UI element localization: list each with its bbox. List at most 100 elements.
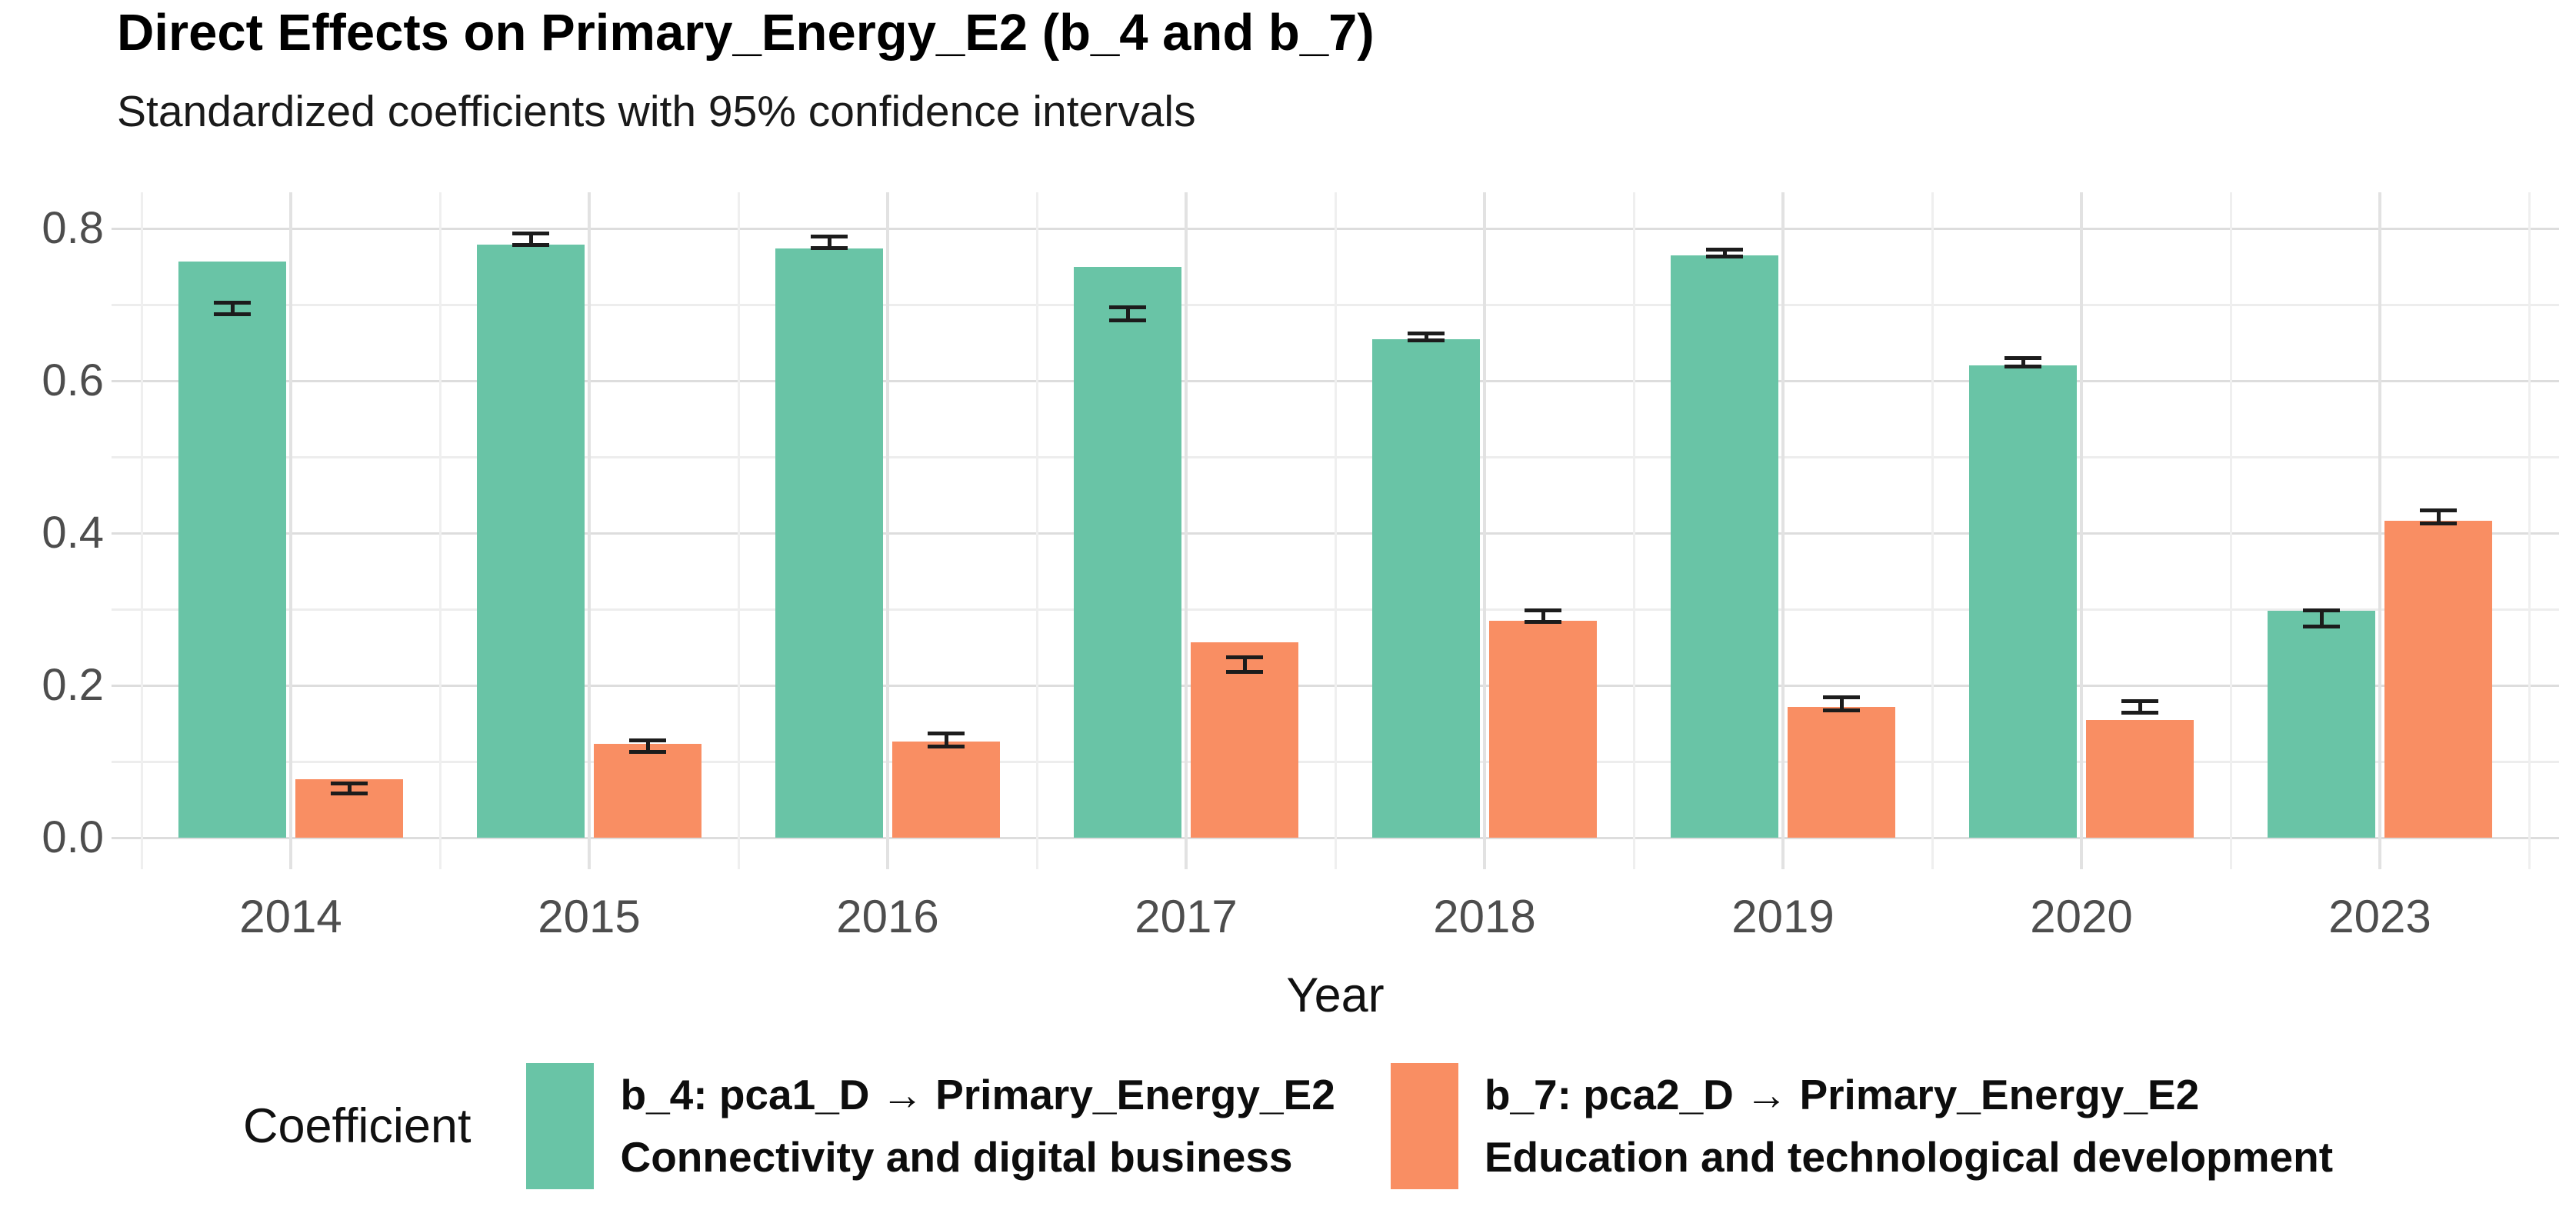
bar-b4-2015 (477, 244, 585, 838)
bar-b7-2018 (1489, 620, 1597, 838)
x-tick-label: 2014 (239, 891, 342, 942)
errorbar-b4-2018-cap-low (1408, 338, 1445, 342)
legend-label-b7: b_7: pca2_D → Primary_Energy_E2 Educatio… (1485, 1064, 2333, 1189)
errorbar-b7-2017-cap-high (1226, 655, 1263, 660)
legend-label-b4-line2: Connectivity and digital business (620, 1133, 1293, 1181)
errorbar-b7-2014-stem (347, 782, 352, 795)
errorbar-b7-2023-stem (2436, 509, 2441, 525)
gridline-vertical-major (2378, 192, 2381, 869)
errorbar-b7-2020-cap-high (2121, 698, 2158, 703)
errorbar-b7-2019-cap-high (1823, 695, 1860, 699)
errorbar-b7-2019-stem (1839, 695, 1844, 712)
bar-b4-2023 (2268, 610, 2375, 838)
errorbar-b7-2018-cap-low (1525, 619, 1561, 624)
gridline-vertical-major (1781, 192, 1785, 869)
errorbar-b7-2018-cap-high (1525, 608, 1561, 612)
bar-b7-2019 (1788, 706, 1895, 838)
errorbar-b4-2014-cap-low (214, 312, 251, 316)
chart-subtitle: Standardized coefficients with 95% confi… (117, 87, 1196, 136)
errorbar-b4-2015-cap-high (512, 231, 549, 235)
legend-swatch-b7-icon (1390, 1063, 1458, 1189)
errorbar-b4-2016-cap-low (811, 245, 848, 250)
errorbar-b7-2016-stem (944, 732, 948, 748)
errorbar-b7-2015-cap-high (629, 738, 666, 743)
y-tick-label: 0.2 (42, 660, 104, 710)
gridline-vertical-minor (1931, 192, 1934, 869)
errorbar-b7-2020-stem (2138, 699, 2142, 714)
errorbar-b7-2014-cap-low (331, 791, 368, 795)
errorbar-b7-2020-cap-low (2121, 710, 2158, 715)
gridline-vertical-minor (2230, 192, 2232, 869)
gridline-vertical-minor (141, 192, 143, 869)
bar-b7-2023 (2384, 521, 2492, 838)
bar-b4-2019 (1671, 255, 1778, 838)
y-tick-label: 0.0 (42, 812, 104, 862)
legend-item-b4: b_4: pca1_D → Primary_Energy_E2 Connecti… (526, 1063, 1335, 1189)
x-tick-label: 2017 (1135, 891, 1238, 942)
errorbar-b4-2023-cap-high (2303, 608, 2340, 612)
errorbar-b7-2017-stem (1242, 656, 1247, 674)
y-tick-label: 0.8 (42, 203, 104, 253)
x-tick-label: 2015 (538, 891, 641, 942)
legend-label-b4-line1: b_4: pca1_D → Primary_Energy_E2 (620, 1070, 1335, 1118)
errorbar-b4-2015-stem (528, 232, 533, 246)
legend-swatch-b4-icon (526, 1063, 595, 1189)
errorbar-b4-2023-stem (2319, 609, 2324, 628)
errorbar-b4-2017-stem (1125, 305, 1130, 322)
errorbar-b7-2023-cap-high (2420, 508, 2457, 513)
bar-b4-2020 (1969, 365, 2077, 838)
errorbar-b4-2019-cap-low (1706, 254, 1743, 258)
errorbar-b4-2018-stem (1424, 332, 1428, 342)
errorbar-b4-2015-cap-low (512, 242, 549, 247)
errorbar-b4-2019-stem (1722, 248, 1727, 258)
errorbar-b4-2020-cap-low (2004, 365, 2041, 369)
errorbar-b7-2023-cap-low (2420, 522, 2457, 526)
errorbar-b7-2016-cap-high (928, 732, 965, 736)
bar-b7-2017 (1191, 642, 1298, 838)
errorbar-b7-2015-cap-low (629, 750, 666, 755)
errorbar-b4-2017-cap-low (1109, 318, 1146, 322)
bar-b4-2017 (1074, 266, 1181, 838)
x-tick-label: 2016 (836, 891, 939, 942)
x-tick-label: 2020 (2030, 891, 2133, 942)
bar-b7-2016 (892, 742, 1000, 838)
x-tick-label: 2023 (2328, 891, 2431, 942)
errorbar-b7-2016-cap-low (928, 745, 965, 749)
gridline-vertical-major (2080, 192, 2083, 869)
legend-label-b7-line1: b_7: pca2_D → Primary_Energy_E2 (1484, 1070, 2200, 1118)
bar-b7-2015 (594, 744, 701, 838)
y-tick-label: 0.4 (42, 508, 104, 558)
x-axis-title: Year (1286, 968, 1385, 1022)
errorbar-b4-2018-cap-high (1408, 331, 1445, 335)
chart-title: Direct Effects on Primary_Energy_E2 (b_4… (117, 4, 1375, 62)
legend-label-b4: b_4: pca1_D → Primary_Energy_E2 Connecti… (620, 1064, 1335, 1189)
bar-b4-2014 (178, 261, 286, 838)
gridline-vertical-minor (738, 192, 740, 869)
gridline-vertical-major (289, 192, 292, 869)
gridline-vertical-major (1185, 192, 1188, 869)
errorbar-b4-2014-stem (230, 302, 235, 315)
gridline-vertical-minor (1335, 192, 1337, 869)
errorbar-b4-2019-cap-high (1706, 247, 1743, 252)
plot-panel (112, 192, 2559, 869)
bar-b4-2018 (1372, 338, 1480, 838)
errorbar-b4-2017-cap-high (1109, 305, 1146, 309)
x-tick-label: 2018 (1433, 891, 1536, 942)
errorbar-b4-2016-stem (827, 235, 831, 249)
bar-b7-2020 (2086, 719, 2194, 838)
bar-b4-2016 (775, 248, 883, 838)
gridline-vertical-minor (439, 192, 442, 869)
errorbar-b7-2018-stem (1541, 609, 1545, 623)
legend: Coefficient b_4: pca1_D → Primary_Energy… (0, 1063, 2576, 1189)
y-tick-label: 0.6 (42, 355, 104, 405)
gridline-vertical-major (588, 192, 591, 869)
legend-label-b7-line2: Education and technological development (1484, 1133, 2334, 1181)
legend-item-b7: b_7: pca2_D → Primary_Energy_E2 Educatio… (1390, 1063, 2333, 1189)
errorbar-b4-2023-cap-low (2303, 624, 2340, 628)
gridline-vertical-major (886, 192, 889, 869)
gridline-vertical-minor (1036, 192, 1038, 869)
errorbar-b4-2014-cap-high (214, 301, 251, 305)
gridline-vertical-major (1483, 192, 1486, 869)
errorbar-b7-2014-cap-high (331, 781, 368, 785)
